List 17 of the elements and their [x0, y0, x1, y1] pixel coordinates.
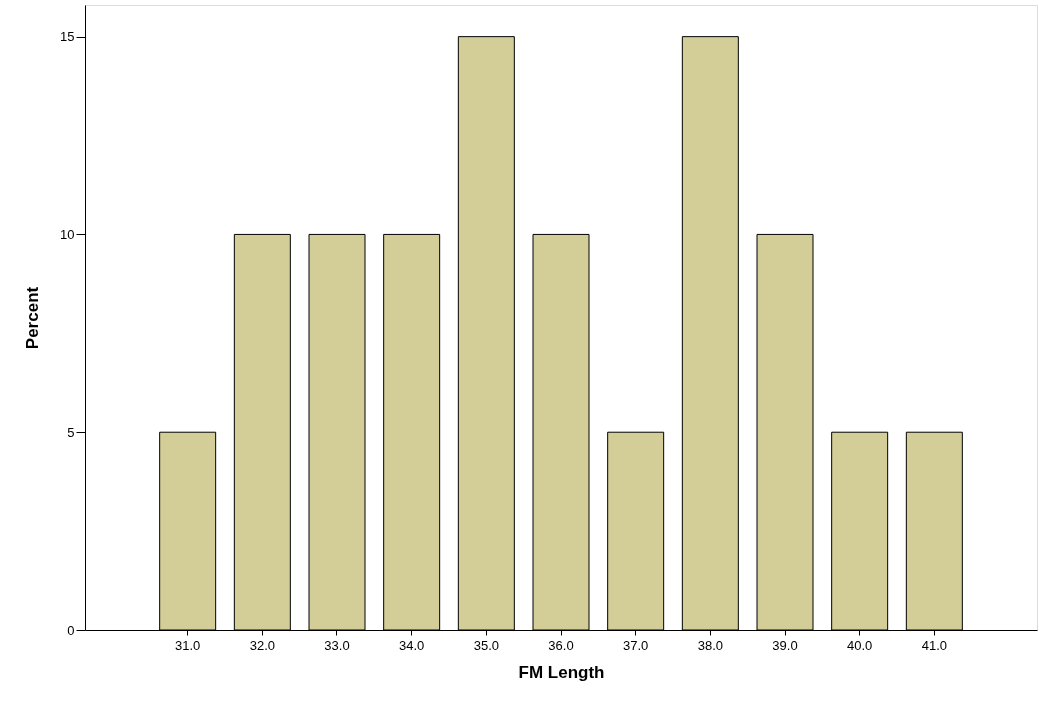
- x-tick-label: 35.0: [473, 637, 499, 653]
- y-tick-label: 5: [67, 424, 75, 440]
- x-tick-label: 38.0: [697, 637, 723, 653]
- x-axis-title: FM Length: [518, 662, 605, 682]
- x-tick-label: 34.0: [399, 637, 425, 653]
- y-tick-label: 0: [67, 622, 75, 638]
- x-tick-label: 41.0: [921, 637, 947, 653]
- y-tick-label: 15: [60, 29, 75, 45]
- x-tick-label: 36.0: [548, 637, 574, 653]
- y-axis-title: Percent: [23, 286, 43, 350]
- x-tick-label: 40.0: [847, 637, 873, 653]
- x-tick-label: 32.0: [249, 637, 275, 653]
- x-tick-label: 33.0: [324, 637, 350, 653]
- x-tick-label: 37.0: [623, 637, 649, 653]
- x-tick-label: 31.0: [175, 637, 201, 653]
- y-tick-label: 10: [60, 226, 75, 242]
- x-tick-label: 39.0: [772, 637, 798, 653]
